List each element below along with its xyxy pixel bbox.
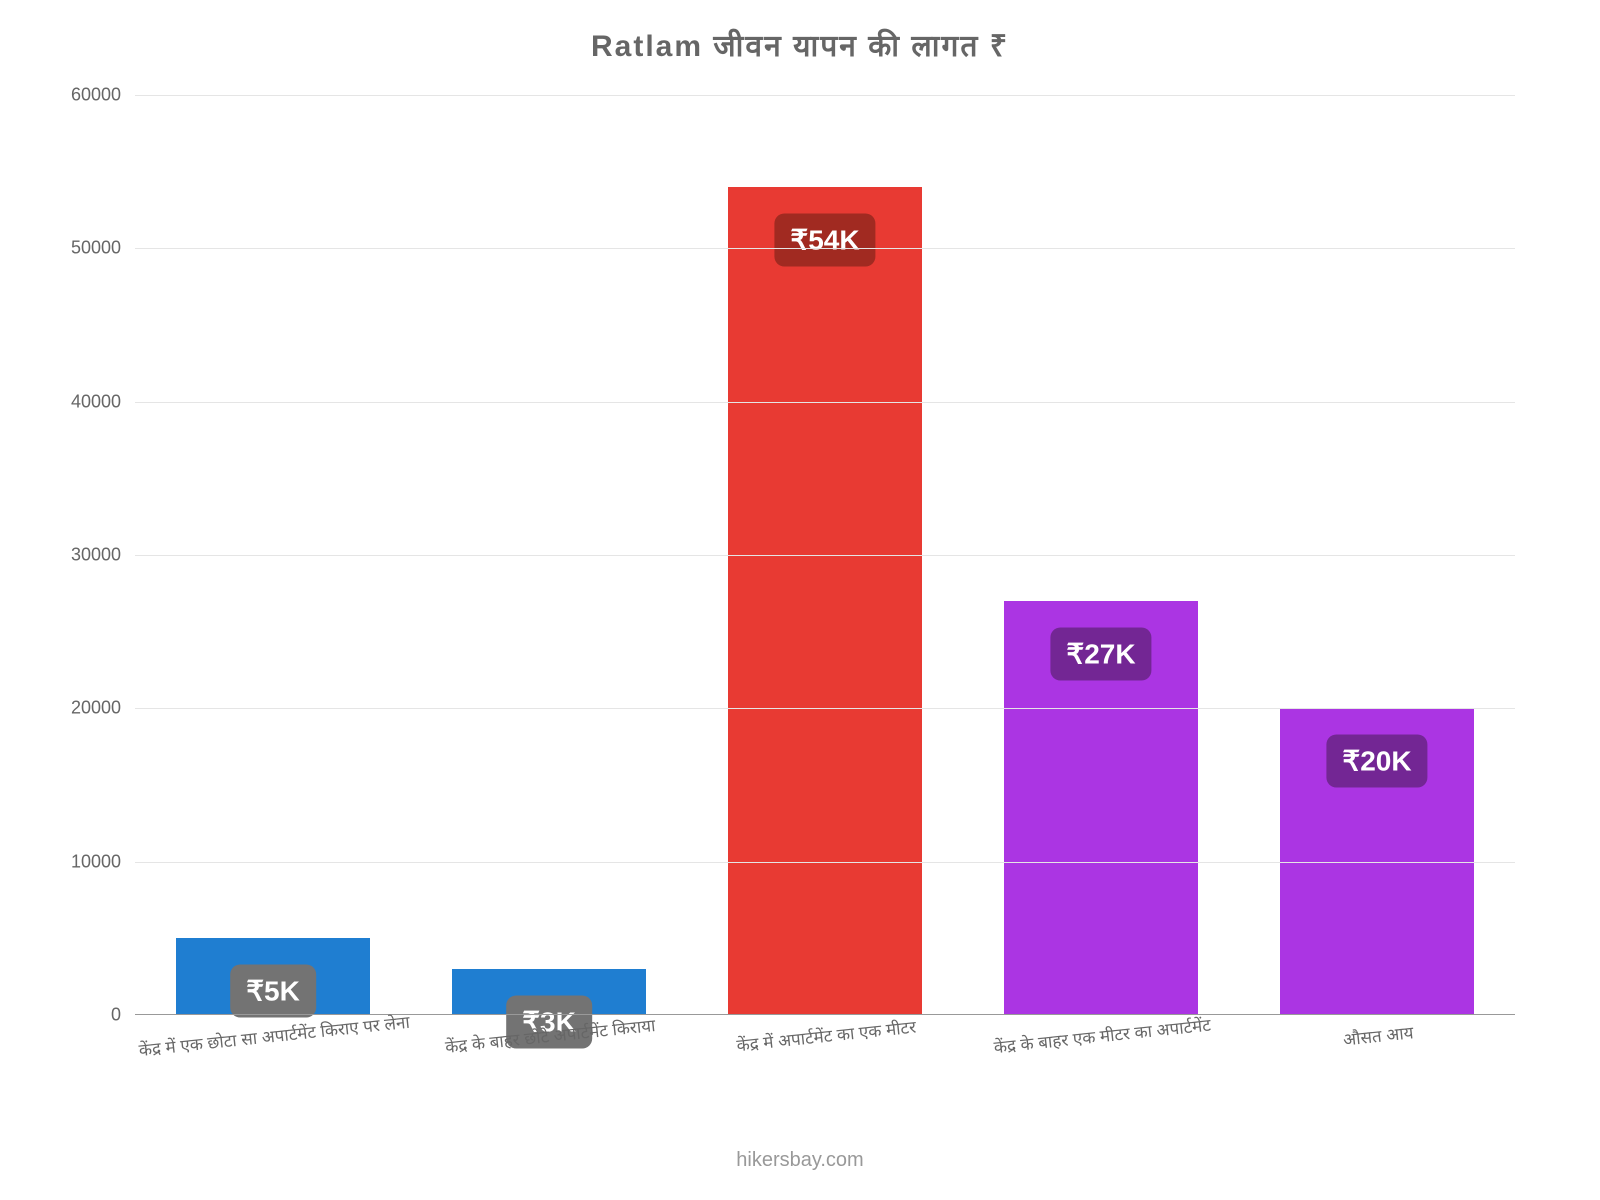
x-axis-label: औसत आय — [1342, 1020, 1415, 1050]
x-axis-labels: केंद्र में एक छोटा सा अपार्टमेंट किराए प… — [135, 1018, 1515, 1088]
x-label-slot: केंद्र के बाहर एक मीटर का अपार्टमेंट — [963, 1018, 1239, 1088]
x-label-slot: केंद्र के बाहर छोटे अपार्टमेंट किराया — [411, 1018, 687, 1088]
x-label-slot: केंद्र में एक छोटा सा अपार्टमेंट किराए प… — [135, 1018, 411, 1088]
y-tick-label: 60000 — [71, 85, 135, 106]
gridline — [135, 862, 1515, 863]
plot-area: ₹5K₹3K₹54K₹27K₹20K 010000200003000040000… — [135, 95, 1515, 1015]
gridline — [135, 95, 1515, 96]
footer-credit: hikersbay.com — [0, 1149, 1600, 1172]
bar: ₹54K — [728, 187, 921, 1015]
bar: ₹27K — [1004, 601, 1197, 1015]
x-axis-label: केंद्र के बाहर एक मीटर का अपार्टमेंट — [993, 1013, 1212, 1059]
y-tick-label: 40000 — [71, 391, 135, 412]
value-badge: ₹54K — [774, 214, 875, 267]
x-axis-label: केंद्र में एक छोटा सा अपार्टमेंट किराए प… — [138, 1010, 411, 1061]
y-tick-label: 10000 — [71, 851, 135, 872]
y-tick-label: 20000 — [71, 698, 135, 719]
value-badge: ₹5K — [230, 965, 316, 1018]
value-badge: ₹20K — [1326, 735, 1427, 788]
chart-container: Ratlam जीवन यापन की लागत ₹ ₹5K ₹3K ₹54K ₹27… — [0, 0, 1600, 1200]
y-tick-label: 50000 — [71, 238, 135, 259]
x-axis-line — [135, 1014, 1515, 1015]
gridline — [135, 248, 1515, 249]
x-label-slot: केंद्र में अपार्टमेंट का एक मीटर — [687, 1018, 963, 1088]
x-axis-label: केंद्र में अपार्टमेंट का एक मीटर — [735, 1015, 917, 1057]
value-badge: ₹27K — [1050, 628, 1151, 681]
x-axis-label: केंद्र के बाहर छोटे अपार्टमेंट किराया — [444, 1013, 656, 1058]
y-tick-label: 30000 — [71, 545, 135, 566]
x-label-slot: औसत आय — [1239, 1018, 1515, 1088]
gridline — [135, 555, 1515, 556]
y-tick-label: 0 — [111, 1005, 135, 1026]
bar: ₹5K — [176, 938, 369, 1015]
chart-title: Ratlam जीवन यापन की लागत ₹ — [0, 24, 1600, 65]
gridline — [135, 402, 1515, 403]
bar: ₹3K — [452, 969, 645, 1015]
gridline — [135, 708, 1515, 709]
